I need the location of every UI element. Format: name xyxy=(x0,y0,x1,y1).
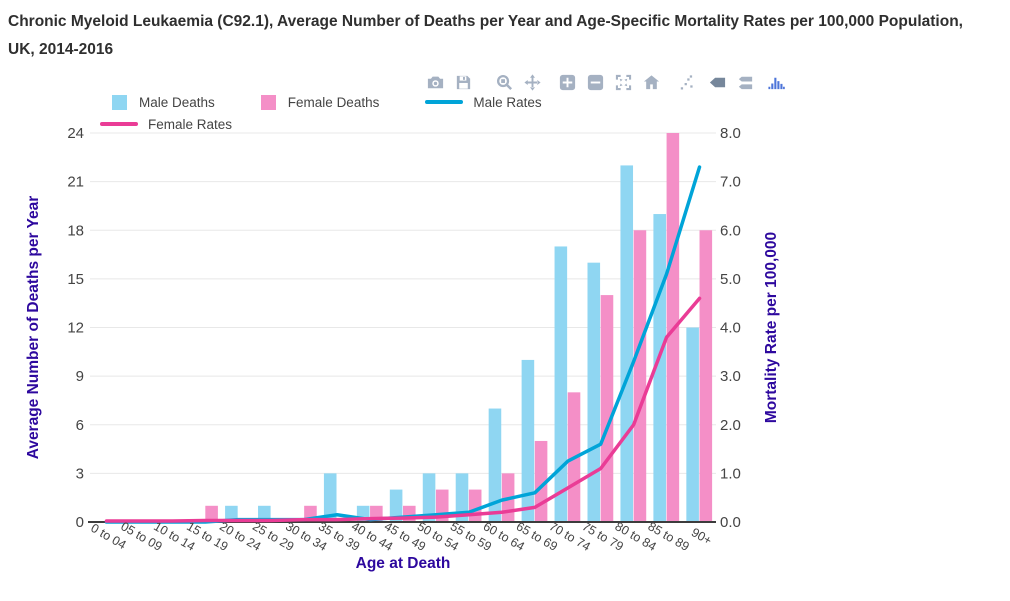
bar-male-deaths[interactable] xyxy=(455,473,469,522)
chart-title-line2: UK, 2014-2016 xyxy=(8,41,114,58)
bar-female-deaths[interactable] xyxy=(699,230,713,522)
chart-title: Chronic Myeloid Leukaemia (C92.1), Avera… xyxy=(8,8,1008,64)
left-axis-tick-label: 3 xyxy=(76,465,84,482)
right-axis-title: Mortality Rate per 100,000 xyxy=(763,232,780,423)
bar-male-deaths[interactable] xyxy=(521,359,535,522)
zoom-in-icon[interactable] xyxy=(557,72,578,93)
bar-male-deaths[interactable] xyxy=(323,473,337,522)
legend-swatch-line xyxy=(425,100,464,104)
bar-male-deaths[interactable] xyxy=(225,505,238,522)
bar-male-deaths[interactable] xyxy=(620,165,634,522)
chart-title-line1: Chronic Myeloid Leukaemia (C92.1), Avera… xyxy=(8,13,963,30)
left-axis-tick-label: 24 xyxy=(67,125,84,142)
legend-swatch-square xyxy=(112,94,127,110)
right-axis-tick-label: 0.0 xyxy=(720,514,741,531)
x-axis-tick-label: 90+ xyxy=(689,525,714,548)
legend-item-female-rates[interactable]: Female Rates xyxy=(100,117,232,132)
legend-item-female-deaths[interactable]: Female Deaths xyxy=(260,94,380,110)
bar-male-deaths[interactable] xyxy=(686,327,699,523)
bar-male-deaths[interactable] xyxy=(422,473,436,522)
bar-female-deaths[interactable] xyxy=(633,230,647,522)
bar-male-deaths[interactable] xyxy=(554,246,568,523)
left-axis-tick-label: 6 xyxy=(76,417,84,434)
right-axis-tick-label: 4.0 xyxy=(720,320,741,337)
line-female-rates[interactable] xyxy=(104,296,702,523)
legend-swatch-line xyxy=(100,122,138,126)
left-axis-tick-label: 21 xyxy=(67,174,84,191)
bar-male-deaths[interactable] xyxy=(653,214,666,522)
save-icon[interactable] xyxy=(453,72,474,93)
right-axis-tick-label: 6.0 xyxy=(720,222,741,239)
zoom-out-icon[interactable] xyxy=(585,72,606,93)
spike-lines-icon[interactable] xyxy=(676,72,697,93)
left-axis-title: Average Number of Deaths per Year xyxy=(25,196,42,460)
legend-label: Male Deaths xyxy=(139,94,215,110)
hover-closest-icon[interactable] xyxy=(707,72,728,93)
left-axis-tick-label: 15 xyxy=(67,271,84,288)
modebar xyxy=(425,72,787,93)
bar-male-deaths[interactable] xyxy=(587,262,601,522)
bar-female-deaths[interactable] xyxy=(205,505,218,522)
right-axis-tick-label: 8.0 xyxy=(720,125,741,142)
legend: Male Deaths Female Deaths Male Rates Femal… xyxy=(100,91,542,135)
right-axis-tick-label: 1.0 xyxy=(720,465,741,482)
legend-row-1: Male Deaths Female Deaths Male Rates xyxy=(100,91,542,113)
bar-female-deaths[interactable] xyxy=(468,489,482,522)
right-axis-tick-label: 3.0 xyxy=(720,368,741,385)
legend-item-male-deaths[interactable]: Male Deaths xyxy=(112,94,215,110)
zoom-icon[interactable] xyxy=(494,72,515,93)
left-axis-tick-label: 9 xyxy=(76,368,84,385)
legend-label: Male Rates xyxy=(473,94,542,110)
autoscale-icon[interactable] xyxy=(613,72,634,93)
left-axis-tick-label: 18 xyxy=(67,222,84,239)
legend-row-2: Female Rates xyxy=(100,113,542,135)
legend-label: Female Rates xyxy=(148,116,233,132)
right-axis-tick-label: 5.0 xyxy=(720,271,741,288)
reset-axes-icon[interactable] xyxy=(641,72,662,93)
camera-icon[interactable] xyxy=(425,72,446,93)
bar-male-deaths[interactable] xyxy=(488,408,502,522)
left-axis-tick-label: 0 xyxy=(76,514,84,531)
right-axis-tick-label: 2.0 xyxy=(720,417,741,434)
pan-icon[interactable] xyxy=(522,72,543,93)
bar-female-deaths[interactable] xyxy=(600,295,614,522)
hover-compare-icon[interactable] xyxy=(735,72,756,93)
right-axis-tick-label: 7.0 xyxy=(720,174,741,191)
legend-label: Female Deaths xyxy=(287,94,380,110)
legend-swatch-square xyxy=(260,94,276,110)
left-axis-tick-label: 12 xyxy=(67,320,84,337)
bar-male-deaths[interactable] xyxy=(389,489,403,522)
legend-item-male-rates[interactable]: Male Rates xyxy=(425,94,542,110)
x-axis-title: Age at Death xyxy=(356,555,451,572)
plotly-logo-icon[interactable] xyxy=(766,72,787,93)
